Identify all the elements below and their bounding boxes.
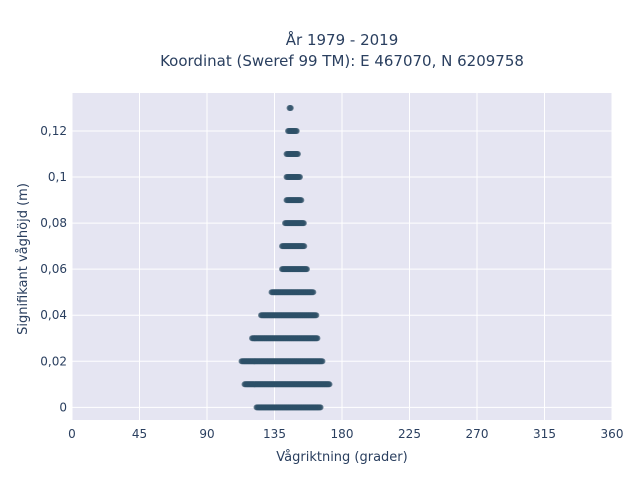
data-point xyxy=(313,312,320,319)
data-point xyxy=(310,289,317,296)
grid-lines xyxy=(71,93,613,420)
x-tick-label: 225 xyxy=(398,427,421,441)
chart-title-line-2: Koordinat (Sweref 99 TM): E 467070, N 62… xyxy=(160,52,524,70)
data-point xyxy=(294,151,301,158)
y-tick-label: 0,1 xyxy=(48,170,67,184)
y-tick-label: 0,04 xyxy=(40,308,67,322)
y-tick-label: 0,08 xyxy=(40,216,67,230)
data-point xyxy=(319,358,326,365)
data-point xyxy=(300,220,307,227)
y-tick-label: 0 xyxy=(59,400,67,414)
x-tick-label: 360 xyxy=(601,427,624,441)
y-tick-label: 0,12 xyxy=(40,124,67,138)
x-tick-label: 180 xyxy=(331,427,354,441)
data-point xyxy=(298,197,305,204)
x-tick-label: 135 xyxy=(263,427,286,441)
data-point xyxy=(326,381,333,388)
y-axis-title: Signifikant våghöjd (m) xyxy=(16,183,31,335)
x-axis-title: Vågriktning (grader) xyxy=(276,450,407,465)
y-axis-ticks: 0 0,02 0,04 0,06 0,08 0,1 0,12 xyxy=(40,124,67,414)
data-point xyxy=(287,104,294,111)
x-tick-label: 90 xyxy=(199,427,214,441)
data-point xyxy=(297,174,303,181)
data-point xyxy=(303,266,310,273)
chart-title-line-1: År 1979 - 2019 xyxy=(286,30,399,49)
data-point xyxy=(314,335,321,342)
data-point xyxy=(293,128,300,134)
data-points xyxy=(238,104,333,411)
x-tick-label: 0 xyxy=(68,427,76,441)
y-tick-label: 0,02 xyxy=(40,354,67,368)
x-tick-label: 270 xyxy=(466,427,489,441)
x-tick-label: 315 xyxy=(533,427,556,441)
y-tick-label: 0,06 xyxy=(40,262,67,276)
x-tick-label: 45 xyxy=(132,427,147,441)
data-point xyxy=(301,243,308,250)
data-point xyxy=(317,404,324,411)
x-axis-ticks: 0 45 90 135 180 225 270 315 360 xyxy=(68,427,623,441)
